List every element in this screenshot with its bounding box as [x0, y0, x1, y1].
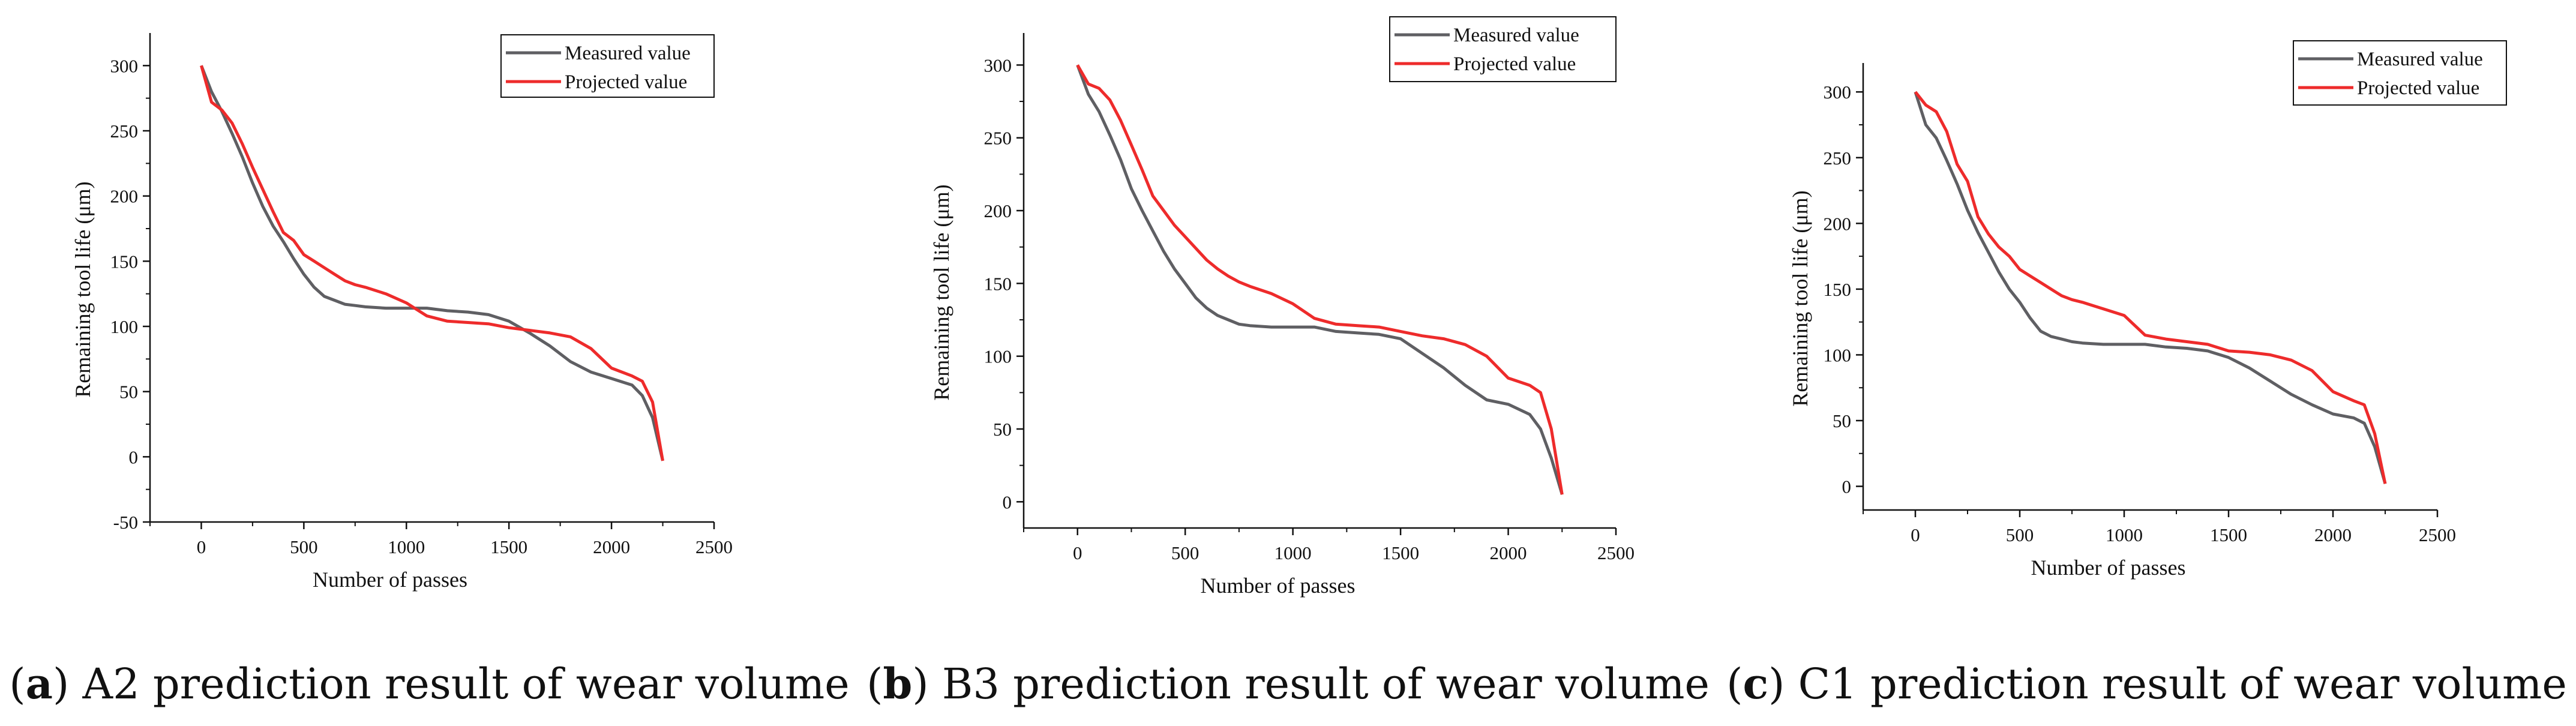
- y-tick-label: 150: [110, 251, 139, 272]
- x-tick-label: 500: [1171, 542, 1199, 563]
- y-tick-label: 0: [1842, 476, 1852, 497]
- y-tick-label: 50: [119, 382, 138, 403]
- x-tick-label: 1500: [2210, 524, 2247, 545]
- legend-label-measured: Measured value: [1453, 25, 1579, 46]
- x-tick-label: 2000: [593, 536, 630, 557]
- legend: Measured value Projected value: [1389, 16, 1617, 82]
- x-tick-label: 2500: [2419, 524, 2456, 545]
- y-tick-label: 300: [1824, 82, 1852, 103]
- caption-label: c: [1743, 659, 1769, 709]
- y-tick-label: 0: [1003, 491, 1012, 512]
- y-tick-label: 250: [1824, 148, 1852, 169]
- chart-panel-b: 0 500 1000 1500 2000 2500 0 50 100 150 200 250 300 Nu…: [859, 0, 1717, 726]
- x-tick-label: 500: [2006, 524, 2034, 545]
- legend: Measured value Projected value: [2293, 40, 2507, 106]
- legend-label-measured: Measured value: [2357, 49, 2483, 70]
- y-tick-label: 200: [984, 200, 1012, 221]
- y-tick-label: 150: [984, 273, 1012, 294]
- y-tick-label: 300: [984, 55, 1012, 76]
- y-tick-label: 200: [1824, 213, 1852, 234]
- x-tick-label: 1000: [2106, 524, 2143, 545]
- x-axis-label: Number of passes: [1201, 574, 1356, 598]
- y-tick-label: 200: [110, 186, 139, 207]
- x-tick-label: 0: [1073, 542, 1082, 563]
- y-tick-label: 100: [1824, 344, 1852, 365]
- legend-box: [2293, 40, 2507, 106]
- legend-label-projected: Projected value: [1453, 53, 1576, 75]
- y-axis-label: Remaining tool life (μm): [71, 181, 95, 397]
- x-tick-label: 0: [1911, 524, 1920, 545]
- y-tick-label: 250: [984, 128, 1012, 149]
- series-line-measured: [1076, 64, 1564, 495]
- x-tick-label: 1000: [388, 536, 425, 557]
- x-tick-label: 500: [290, 536, 318, 557]
- caption-a: (a) A2 prediction result of wear volume: [0, 659, 859, 709]
- chart-panel-c: 0 500 1000 1500 2000 2500 0 50 100 150 200 250 300 Nu…: [1717, 0, 2576, 726]
- y-tick-label: 300: [110, 55, 139, 76]
- legend: Measured value Projected value: [500, 34, 715, 98]
- y-tick-label: 250: [110, 121, 139, 142]
- y-tick-label: 50: [1833, 410, 1851, 431]
- series-line-measured: [200, 65, 664, 461]
- x-tick-label: 1000: [1274, 542, 1312, 563]
- legend-label-projected: Projected value: [2357, 77, 2479, 99]
- y-tick-label: 0: [129, 446, 139, 467]
- chart-c: 0 500 1000 1500 2000 2500 0 50 100 150 200 250 300 Nu…: [1788, 40, 2507, 580]
- x-axis-label: Number of passes: [2031, 556, 2186, 580]
- caption-paren: (: [9, 659, 26, 709]
- x-tick-label: 2000: [1490, 542, 1527, 563]
- series-line-projected: [1914, 91, 2387, 484]
- caption-text: ) C1 prediction result of wear volume: [1768, 659, 2567, 709]
- caption-text: ) B3 prediction result of wear volume: [912, 659, 1710, 709]
- legend-box: [1389, 16, 1617, 82]
- x-tick-label: 1500: [490, 536, 527, 557]
- y-tick-label: 100: [984, 346, 1012, 367]
- y-axis-label: Remaining tool life (μm): [1788, 190, 1812, 406]
- y-tick-label: 150: [1824, 279, 1852, 300]
- chart-a: 0 500 1000 1500 2000 2500 -50 0 50 100 150 200 250 30…: [71, 33, 733, 592]
- legend-box: [500, 34, 715, 98]
- caption-label: b: [883, 659, 913, 709]
- y-tick-label: 100: [110, 316, 139, 337]
- y-axis-label: Remaining tool life (μm): [929, 184, 953, 400]
- caption-label: a: [25, 659, 53, 709]
- legend-label-projected: Projected value: [565, 71, 687, 93]
- series-line-measured: [1914, 91, 2387, 484]
- series-line-projected: [1076, 64, 1564, 495]
- y-tick-label: -50: [113, 512, 138, 533]
- caption-paren: (: [1726, 659, 1743, 709]
- x-tick-label: 1500: [1382, 542, 1419, 563]
- x-tick-label: 2500: [695, 536, 733, 557]
- y-tick-label: 50: [993, 419, 1012, 440]
- x-tick-label: 0: [197, 536, 206, 557]
- chart-b: 0 500 1000 1500 2000 2500 0 50 100 150 200 250 300 Nu…: [929, 16, 1635, 598]
- legend-label-measured: Measured value: [565, 43, 691, 64]
- caption-paren: (: [866, 659, 883, 709]
- caption-text: ) A2 prediction result of wear volume: [52, 659, 850, 709]
- caption-b: (b) B3 prediction result of wear volume: [859, 659, 1717, 709]
- x-axis-label: Number of passes: [313, 568, 467, 592]
- chart-panel-a: 0 500 1000 1500 2000 2500 -50 0 50 100 150 200 250 30…: [0, 0, 859, 726]
- x-tick-label: 2000: [2314, 524, 2352, 545]
- x-tick-label: 2500: [1597, 542, 1635, 563]
- caption-c: (c) C1 prediction result of wear volume: [1717, 659, 2576, 709]
- series-line-projected: [200, 65, 664, 461]
